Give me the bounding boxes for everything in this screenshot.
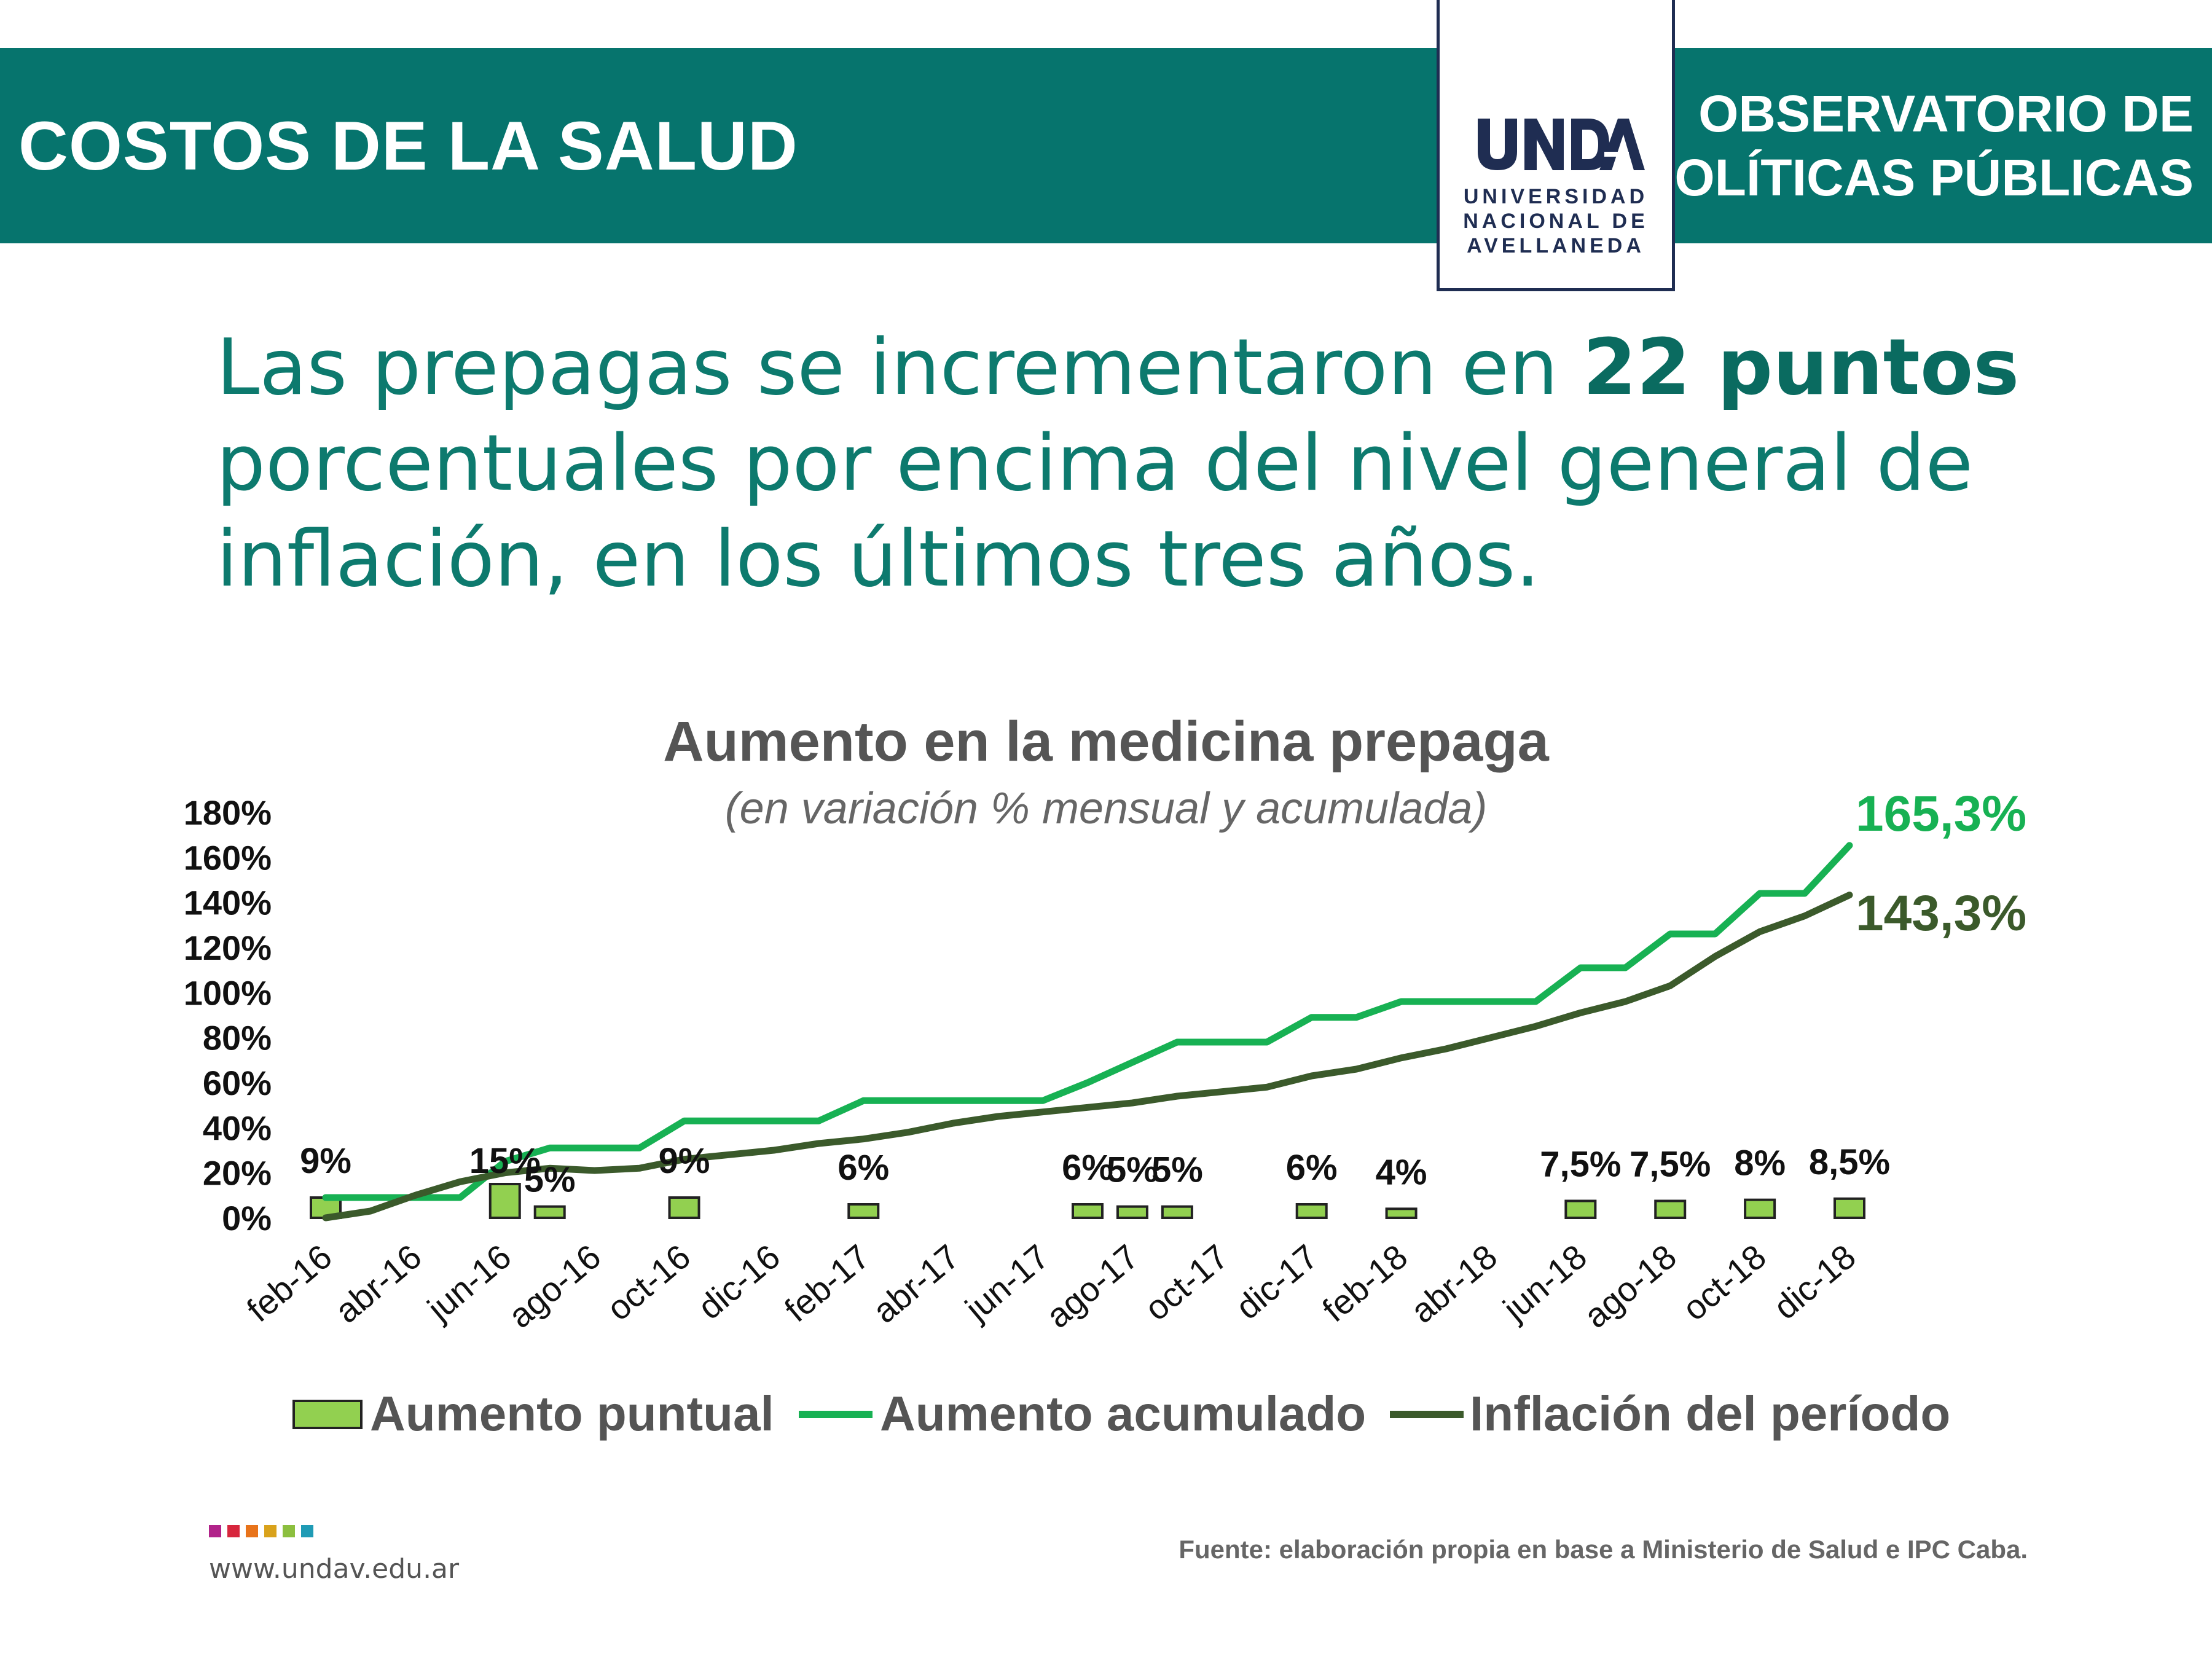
x-tick-label: jun-17 xyxy=(957,1237,1056,1329)
legend-label-bar: Aumento puntual xyxy=(370,1386,774,1441)
footer-dot-0 xyxy=(209,1525,221,1537)
bars xyxy=(310,1183,1865,1220)
bar-label-oct-18: 8% xyxy=(1734,1143,1786,1183)
headline-bold: 22 puntos xyxy=(1582,322,2020,412)
end-label-acumulado: 165,3% xyxy=(1856,786,2026,842)
observatory-title: OBSERVATORIO DE POLÍTICAS PÚBLICAS xyxy=(1640,48,2194,243)
chart-subtitle: (en variación % mensual y acumulada) xyxy=(725,784,1488,833)
x-tick-label: feb-18 xyxy=(1315,1237,1414,1329)
legend-label-acumulado: Aumento acumulado xyxy=(880,1386,1366,1441)
y-tick-label: 80% xyxy=(203,1019,272,1057)
bar-label-dic-17: 6% xyxy=(1286,1148,1338,1188)
bar-jun-16 xyxy=(488,1183,521,1219)
logo-line-2: NACIONAL DE xyxy=(1463,210,1649,233)
bar-label-sep-17: 5% xyxy=(1151,1150,1203,1190)
x-axis: feb-16abr-16jun-16ago-16oct-16dic-16feb-… xyxy=(240,1237,1863,1335)
y-tick-label: 120% xyxy=(184,928,272,967)
x-tick-label: abr-18 xyxy=(1403,1237,1504,1330)
bar-sep-17 xyxy=(1161,1205,1193,1219)
footer-dot-2 xyxy=(246,1525,258,1537)
bar-label-feb-17: 6% xyxy=(837,1148,889,1188)
x-tick-label: jun-16 xyxy=(419,1237,518,1329)
x-tick-label: feb-17 xyxy=(777,1237,877,1329)
legend-swatch-bar xyxy=(292,1400,363,1429)
end-labels: 165,3% 143,3% xyxy=(1856,786,2026,941)
undav-logo-mark xyxy=(1478,119,1645,170)
footer-dot-3 xyxy=(264,1525,276,1537)
bar-dic-17 xyxy=(1295,1203,1328,1219)
footer-dot-1 xyxy=(227,1525,240,1537)
bar-label-ago-17: 5% xyxy=(1107,1150,1158,1190)
series-lines xyxy=(322,842,1853,1222)
bar-feb-18 xyxy=(1385,1207,1418,1220)
headline-part-1: Las prepagas se incrementaron en xyxy=(216,322,1583,412)
bar-label-feb-18: 4% xyxy=(1376,1152,1427,1192)
bar-jul-16 xyxy=(533,1205,566,1219)
bar-jun-18 xyxy=(1564,1199,1597,1219)
x-tick-label: oct-18 xyxy=(1675,1237,1773,1328)
bar-jul-17 xyxy=(1072,1203,1104,1219)
footer-dot-4 xyxy=(283,1525,295,1537)
x-tick-label: oct-17 xyxy=(1137,1237,1236,1328)
source-note: Fuente: elaboración propia en base a Min… xyxy=(1179,1535,2028,1564)
bar-label-oct-16: 9% xyxy=(659,1141,710,1181)
x-tick-label: abr-17 xyxy=(865,1237,966,1330)
bar-ago-17 xyxy=(1116,1205,1148,1219)
bar-label-jun-18: 7,5% xyxy=(1540,1145,1621,1185)
y-tick-label: 180% xyxy=(184,793,272,832)
y-tick-label: 60% xyxy=(203,1064,272,1102)
header-band xyxy=(0,48,2212,243)
y-tick-label: 100% xyxy=(184,973,272,1012)
bar-labels: 9% 15%5% 9% 6% 6%5%5% 6% 4% 7,5% 7,5% 8% 8,5% xyxy=(300,1141,1890,1200)
line-acumulado xyxy=(322,842,1853,1201)
chart-title: Aumento en la medicina prepaga xyxy=(663,710,1550,773)
footer-color-dots xyxy=(209,1525,313,1537)
x-tick-label: dic-18 xyxy=(1766,1237,1862,1327)
website-url: www.undav.edu.ar xyxy=(209,1553,460,1585)
y-tick-label: 140% xyxy=(184,884,272,922)
bar-ago-18 xyxy=(1654,1199,1687,1219)
bar-feb-17 xyxy=(847,1203,880,1219)
observatory-line-2: POLÍTICAS PÚBLICAS xyxy=(1640,149,2194,206)
x-tick-label: dic-16 xyxy=(691,1237,787,1327)
x-tick-label: dic-17 xyxy=(1228,1237,1325,1327)
headline-part-2: porcentuales por encima del nivel genera… xyxy=(216,418,1974,604)
bar-oct-18 xyxy=(1744,1198,1776,1219)
y-tick-label: 40% xyxy=(203,1108,272,1147)
undav-logo-text: UNIVERSIDAD NACIONAL DE AVELLANEDA xyxy=(1440,184,1672,258)
logo-line-3: AVELLANEDA xyxy=(1467,234,1645,257)
logo-line-1: UNIVERSIDAD xyxy=(1463,185,1649,208)
y-tick-label: 0% xyxy=(222,1199,272,1237)
headline: Las prepagas se incrementaron en 22 punt… xyxy=(216,320,2060,607)
bar-label-feb-16: 9% xyxy=(300,1141,351,1181)
legend-label-inflacion: Inflación del período xyxy=(1470,1386,1950,1441)
x-tick-label: ago-17 xyxy=(1039,1237,1146,1335)
bar-label-dic-18: 8,5% xyxy=(1809,1142,1890,1182)
bar-label-jun-16: 15% xyxy=(469,1141,541,1181)
x-tick-label: oct-16 xyxy=(600,1237,698,1328)
y-tick-label: 160% xyxy=(184,838,272,877)
x-tick-label: abr-16 xyxy=(327,1237,428,1330)
undav-logo: UNIVERSIDAD NACIONAL DE AVELLANEDA xyxy=(1437,0,1675,291)
y-tick-label: 20% xyxy=(203,1154,272,1193)
line-inflacion xyxy=(322,892,1853,1222)
bar-dic-18 xyxy=(1834,1197,1865,1220)
bar-label-jul-17: 6% xyxy=(1062,1148,1113,1188)
bar-label-ago-18: 7,5% xyxy=(1630,1145,1711,1185)
bar-label-jul-16: 5% xyxy=(524,1160,576,1200)
end-label-inflacion: 143,3% xyxy=(1856,885,2026,941)
x-tick-label: ago-18 xyxy=(1577,1237,1684,1335)
bar-oct-16 xyxy=(668,1196,700,1219)
legend: Aumento puntual Aumento acumulado Inflació… xyxy=(292,1386,1950,1441)
x-tick-label: ago-16 xyxy=(501,1237,608,1335)
section-title: COSTOS DE LA SALUD xyxy=(18,107,798,184)
x-tick-label: feb-16 xyxy=(240,1237,339,1329)
footer-dot-5 xyxy=(301,1525,313,1537)
y-axis: 0% 20% 40% 60% 80% 100% 120% 140% 160% 180% xyxy=(184,793,272,1237)
x-tick-label: jun-18 xyxy=(1495,1237,1594,1329)
observatory-line-1: OBSERVATORIO DE xyxy=(1698,85,2194,143)
